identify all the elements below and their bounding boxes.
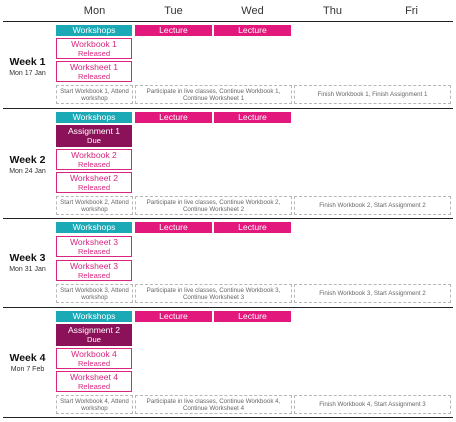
card-title: Worksheet 3 [69,237,119,247]
worksheet-released-card[interactable]: Worksheet 2 Released [56,172,132,193]
lecture-bar-wed[interactable]: Lecture [214,112,291,123]
week-date: Mon 17 Jan [9,70,46,77]
card-title: Workbook 4 [71,349,117,359]
workshops-bar[interactable]: Workshops [56,112,132,123]
card-title: Worksheet 2 [69,173,119,183]
card-status: Released [77,271,111,280]
lecture-bar-wed[interactable]: Lecture [214,311,291,322]
workshops-bar[interactable]: Workshops [56,222,132,233]
worksheet-released-card[interactable]: Worksheet 4 Released [56,371,132,392]
note-thu-fri: Finish Workbook 2, Start Assignment 2 [294,196,451,215]
card-title: Workbook 2 [71,150,117,160]
card-status: Released [77,49,111,58]
card-status: Released [77,72,111,81]
card-title: Assignment 2 [67,325,121,335]
assignment-due-card[interactable]: Assignment 2 Due [56,324,132,346]
assignment-due-card[interactable]: Assignment 1 Due [56,125,132,147]
note-mon: Start Workbook 4, Attend workshop [56,395,133,414]
workbook-released-card[interactable]: Workbook 2 Released [56,149,132,170]
week-date: Mon 24 Jan [9,168,46,175]
week-label: Week 3 Mon 31 Jan [0,252,55,274]
week-title: Week 1 [9,56,46,68]
note-tue-wed: Participate in live classes, Continue Wo… [135,196,292,215]
bottom-divider [3,417,453,418]
day-header-thu: Thu [323,5,342,17]
workbook-released-card[interactable]: Workbook 4 Released [56,348,132,369]
note-mon: Start Workbook 1, Attend workshop [56,85,133,104]
card-status: Released [77,359,111,368]
day-header-fri: Fri [405,5,418,17]
week-title: Week 4 [9,352,46,364]
week-divider [3,218,453,219]
note-thu-fri: Finish Workbook 4, Start Assignment 3 [294,395,451,414]
note-thu-fri: Finish Workbook 3, Start Assignment 2 [294,284,451,303]
day-header-tue: Tue [164,5,183,17]
week-label: Week 1 Mon 17 Jan [0,56,55,78]
workshops-bar[interactable]: Workshops [56,311,132,322]
card-title: Assignment 1 [67,126,121,136]
lecture-bar-wed[interactable]: Lecture [214,222,291,233]
card-title: Worksheet 3 [69,261,119,271]
week-divider [3,108,453,109]
header-divider [3,21,453,22]
card-status: Released [77,247,111,256]
card-title: Worksheet 4 [69,372,119,382]
lecture-bar-tue[interactable]: Lecture [135,311,212,322]
workbook-released-card[interactable]: Workbook 1 Released [56,38,132,59]
note-tue-wed: Participate in live classes, Continue Wo… [135,85,292,104]
day-header-wed: Wed [241,5,264,17]
week-date: Mon 7 Feb [10,366,45,373]
card-status: Released [77,382,111,391]
week-date: Mon 31 Jan [9,266,46,273]
week-divider [3,307,453,308]
lecture-bar-tue[interactable]: Lecture [135,222,212,233]
worksheet-released-card[interactable]: Worksheet 3 Released [56,236,132,257]
card-title: Workbook 1 [71,39,117,49]
week-label: Week 2 Mon 24 Jan [0,154,55,176]
note-tue-wed: Participate in live classes, Continue Wo… [135,395,292,414]
note-tue-wed: Participate in live classes, Continue Wo… [135,284,292,303]
note-mon: Start Workbook 3, Attend workshop [56,284,133,303]
card-status: Due [87,136,101,145]
lecture-bar-tue[interactable]: Lecture [135,112,212,123]
note-mon: Start Workbook 2, Attend workshop [56,196,133,215]
card-title: Worksheet 1 [69,62,119,72]
note-thu-fri: Finish Workbook 1, Finish Assignment 1 [294,85,451,104]
week-label: Week 4 Mon 7 Feb [0,352,55,374]
day-header-mon: Mon [83,5,106,17]
card-status: Released [77,183,111,192]
week-title: Week 2 [9,154,46,166]
worksheet-released-card[interactable]: Worksheet 3 Released [56,260,132,281]
workshops-bar[interactable]: Workshops [56,25,132,36]
week-title: Week 3 [9,252,46,264]
worksheet-released-card[interactable]: Worksheet 1 Released [56,61,132,82]
card-status: Released [77,160,111,169]
lecture-bar-tue[interactable]: Lecture [135,25,212,36]
card-status: Due [87,335,101,344]
lecture-bar-wed[interactable]: Lecture [214,25,291,36]
